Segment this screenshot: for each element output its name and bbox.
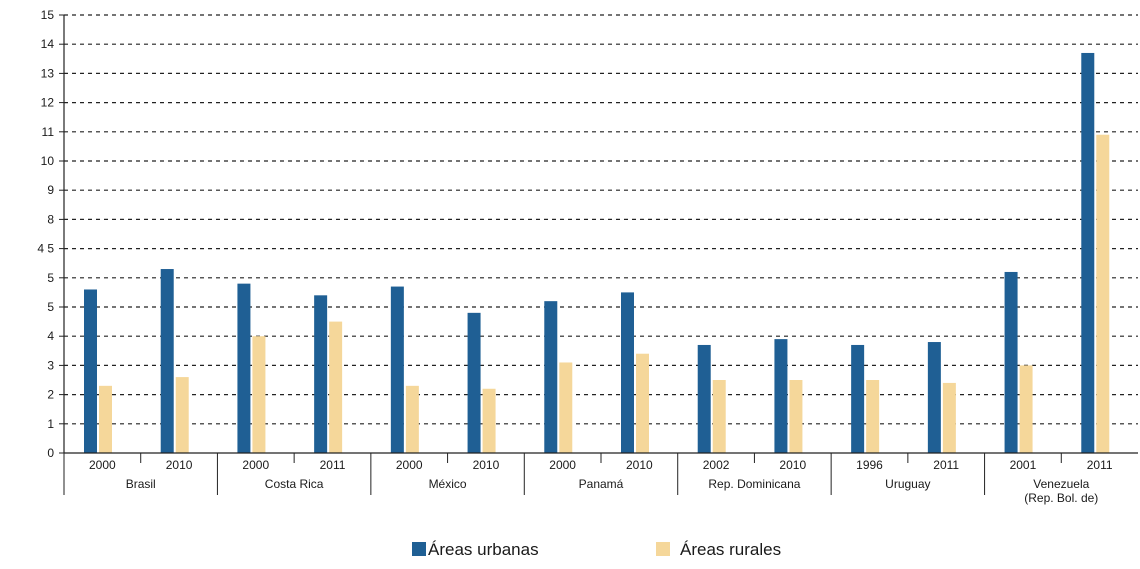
bar-urban bbox=[84, 289, 97, 453]
x-category-label: Costa Rica bbox=[265, 477, 324, 491]
x-tick-label-year: 2001 bbox=[1010, 458, 1037, 472]
bar-rural bbox=[712, 380, 726, 453]
bar-urban bbox=[697, 344, 711, 453]
bar-urban bbox=[390, 286, 404, 453]
legend-label-rural: Áreas rurales bbox=[680, 540, 781, 559]
x-tick-label-year: 1996 bbox=[856, 458, 883, 472]
bar-rural bbox=[405, 385, 419, 453]
legend-swatch-rural bbox=[656, 542, 670, 556]
bar-rural bbox=[99, 385, 112, 453]
y-tick-label: 3 bbox=[47, 358, 54, 372]
x-axis: 2000 2010 Brasil 2000 2011 Costa Rica 2000 2010… bbox=[63, 452, 1138, 505]
y-tick-label: 4 bbox=[47, 329, 54, 343]
y-tick-label: 2 bbox=[47, 388, 54, 402]
x-tick-label-year: 2000 bbox=[396, 458, 423, 472]
x-tick-label-year: 2000 bbox=[549, 458, 576, 472]
bar-urban bbox=[774, 339, 788, 453]
x-tick-label-year: 2000 bbox=[89, 458, 116, 472]
x-tick-label-year: 2011 bbox=[933, 458, 959, 472]
bar-rural bbox=[1019, 365, 1033, 453]
bars bbox=[84, 52, 1110, 454]
x-category-label: Brasil bbox=[126, 477, 156, 491]
bar-urban bbox=[544, 301, 558, 453]
y-tick-label: 13 bbox=[41, 66, 55, 80]
bar-rural bbox=[942, 382, 956, 453]
y-tick-label: 0 bbox=[47, 446, 54, 460]
y-tick-label: 5 bbox=[47, 271, 54, 285]
bar-rural bbox=[482, 388, 496, 453]
x-category-label: Venezuela bbox=[1033, 477, 1089, 491]
x-tick-label-year: 2011 bbox=[1087, 458, 1113, 472]
y-tick-label: 12 bbox=[41, 96, 55, 110]
legend-label-urban: Áreas urbanas bbox=[428, 540, 539, 559]
bar-rural bbox=[636, 353, 649, 453]
bar-urban bbox=[467, 312, 481, 453]
legend: Áreas urbanas Áreas rurales bbox=[412, 540, 781, 559]
bar-urban bbox=[1081, 52, 1095, 454]
x-category-label: (Rep. Bol. de) bbox=[1024, 491, 1098, 505]
bar-urban bbox=[621, 292, 634, 453]
y-tick-label: 10 bbox=[41, 154, 55, 168]
x-tick-label-year: 2000 bbox=[242, 458, 269, 472]
x-category-label: Uruguay bbox=[885, 477, 930, 491]
x-tick-label-year: 2010 bbox=[626, 458, 653, 472]
y-tick-label: 1 bbox=[47, 417, 54, 431]
y-tick-label: 11 bbox=[42, 125, 55, 139]
y-tick-label: 8 bbox=[47, 212, 54, 226]
y-tick-label: 15 bbox=[41, 8, 55, 22]
bar-urban bbox=[927, 342, 941, 453]
bar-urban bbox=[851, 344, 865, 453]
x-tick-label-year: 2010 bbox=[473, 458, 500, 472]
gridlines bbox=[64, 14, 1138, 425]
bar-urban bbox=[237, 283, 251, 453]
y-tick-label: 9 bbox=[47, 183, 54, 197]
y-tick-label: 14 bbox=[41, 37, 55, 51]
bar-rural bbox=[789, 380, 803, 453]
bar-rural bbox=[866, 380, 880, 453]
bar-urban bbox=[1004, 271, 1018, 453]
bar-rural bbox=[175, 377, 189, 453]
bar-rural bbox=[1096, 134, 1110, 453]
bar-urban bbox=[314, 295, 328, 453]
bar-rural bbox=[329, 321, 343, 453]
y-tick-label: 5 bbox=[47, 300, 54, 314]
x-category-label: Panamá bbox=[579, 477, 624, 491]
x-tick-label-year: 2011 bbox=[320, 458, 346, 472]
bar-rural bbox=[252, 336, 266, 453]
y-tick-label: 4 5 bbox=[37, 242, 54, 256]
x-category-label: Rep. Dominicana bbox=[708, 477, 800, 491]
x-tick-label-year: 2010 bbox=[166, 458, 193, 472]
x-tick-label-year: 2002 bbox=[703, 458, 730, 472]
x-tick-label-year: 2010 bbox=[779, 458, 806, 472]
legend-swatch-urban bbox=[412, 542, 426, 556]
bar-rural bbox=[559, 362, 573, 453]
bar-urban bbox=[160, 269, 174, 453]
x-category-label: México bbox=[429, 477, 467, 491]
